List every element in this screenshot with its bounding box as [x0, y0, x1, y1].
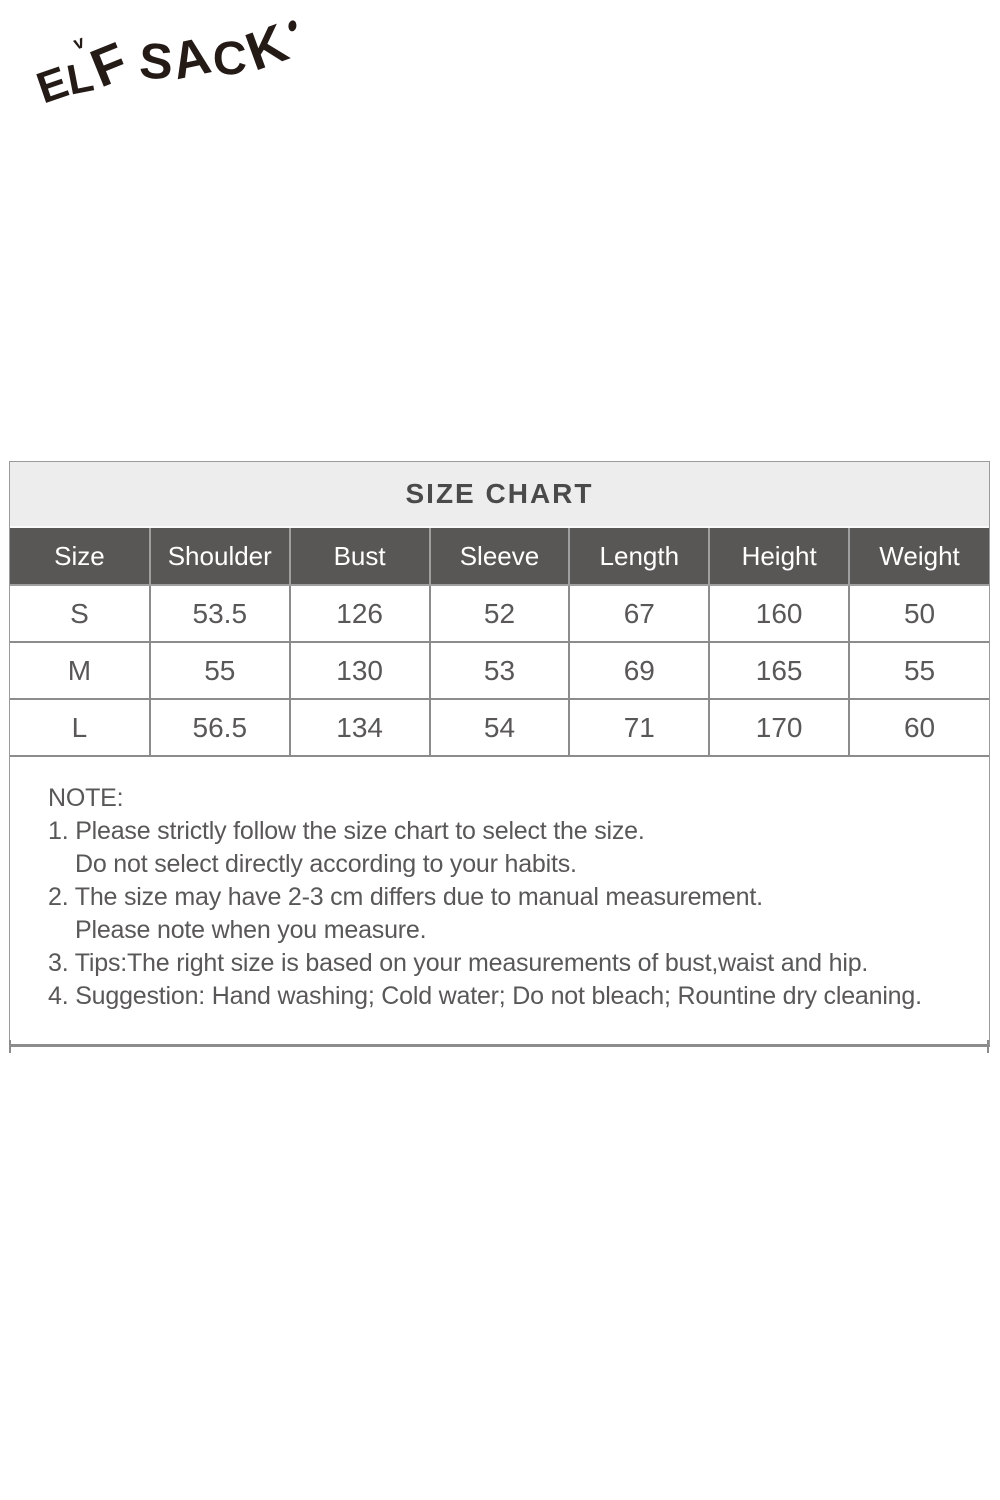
column-header-sleeve: Sleeve [428, 528, 571, 586]
column-header-shoulder: Shoulder [148, 528, 291, 586]
table-cell: 53.5 [148, 584, 291, 643]
size-chart-table-body: S 53.5 126 52 67 160 50 M 55 130 53 69 1… [10, 584, 989, 757]
table-cell: 126 [288, 584, 431, 643]
table-cell: 52 [428, 584, 571, 643]
logo-letter: C [211, 30, 248, 85]
column-header-length: Length [568, 528, 711, 586]
notes-heading: NOTE: [48, 784, 124, 812]
column-header-height: Height [708, 528, 851, 586]
table-cell: 71 [568, 698, 711, 757]
column-header-size: Size [10, 528, 151, 586]
size-chart-panel: SIZE CHART Size Shoulder Bust Sleeve Len… [9, 461, 990, 1047]
table-cell: 160 [708, 584, 851, 643]
table-cell: 130 [288, 641, 431, 700]
size-chart-table: Size Shoulder Bust Sleeve Length Height … [10, 528, 989, 757]
table-cell: 56.5 [148, 698, 291, 757]
table-cell: 67 [568, 584, 711, 643]
table-cell: 165 [708, 641, 851, 700]
brand-logo: ELFSACK [31, 13, 296, 114]
table-row-s: S 53.5 126 52 67 160 50 [10, 584, 989, 643]
note-line-4: 4. Suggestion: Hand washing; Cold water;… [48, 982, 922, 1010]
note-line-3: 3. Tips:The right size is based on your … [48, 949, 869, 977]
size-chart-table-head: Size Shoulder Bust Sleeve Length Height … [10, 528, 989, 586]
row-size-label: M [10, 641, 151, 700]
logo-letter: K [238, 12, 296, 83]
note-line-2b: Please note when you measure. [75, 916, 427, 944]
table-cell: 50 [848, 584, 989, 643]
table-cell: 69 [568, 641, 711, 700]
table-cell: 134 [288, 698, 431, 757]
table-cell: 170 [708, 698, 851, 757]
row-size-label: S [10, 584, 151, 643]
table-cell: 60 [848, 698, 989, 757]
logo-letter: A [167, 26, 217, 92]
cropped-section-right-border [987, 1040, 989, 1053]
header-row: Size Shoulder Bust Sleeve Length Height … [10, 528, 989, 586]
table-row-m: M 55 130 53 69 165 55 [10, 641, 989, 700]
table-cell: 53 [428, 641, 571, 700]
row-size-label: L [10, 698, 151, 757]
note-line-2: 2. The size may have 2-3 cm differs due … [48, 883, 763, 911]
note-line-1b: Do not select directly according to your… [75, 850, 577, 878]
table-cell: 55 [148, 641, 291, 700]
column-header-weight: Weight [848, 528, 989, 586]
notes-section: NOTE: 1. Please strictly follow the size… [10, 757, 989, 1044]
table-cell: 54 [428, 698, 571, 757]
column-header-bust: Bust [288, 528, 431, 586]
note-line-1: 1. Please strictly follow the size chart… [48, 817, 645, 845]
cropped-section-left-border [9, 1040, 11, 1053]
table-row-l: L 56.5 134 54 71 170 60 [10, 698, 989, 757]
size-chart-title: SIZE CHART [10, 462, 989, 528]
table-cell: 55 [848, 641, 989, 700]
